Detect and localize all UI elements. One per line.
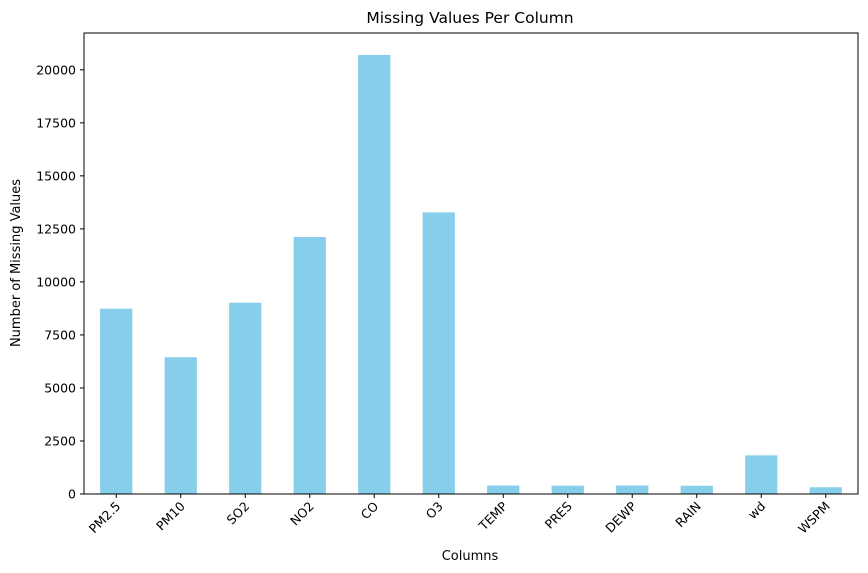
y-axis-ticks: 0 2500 5000 7500 10000 12500 15000 17500 20000: [36, 62, 84, 502]
x-tick-label: TEMP: [475, 498, 511, 534]
bar-rain: [680, 485, 713, 494]
x-tick-label: PM10: [153, 498, 188, 533]
x-tick-label: DEWP: [602, 498, 639, 535]
y-tick-label: 15000: [36, 168, 76, 183]
y-tick-label: 2500: [44, 433, 76, 448]
x-tick-label: WSPM: [795, 499, 833, 537]
y-tick-label: 20000: [36, 62, 76, 77]
y-tick-label: 5000: [44, 380, 76, 395]
y-tick-label: 12500: [36, 221, 76, 236]
y-axis-label: Number of Missing Values: [9, 179, 24, 347]
bar-pm2-5: [100, 308, 133, 494]
y-tick-label: 17500: [36, 115, 76, 130]
bar-dewp: [616, 485, 649, 494]
bar-pm10: [164, 357, 197, 494]
bar-o3: [422, 212, 455, 494]
y-tick-label: 0: [68, 487, 76, 502]
plot-frame: [83, 32, 859, 495]
bar-wd: [745, 455, 778, 494]
y-tick-label: 10000: [36, 274, 76, 289]
x-tick-label: PRES: [542, 498, 575, 531]
bar-no2: [293, 237, 326, 494]
x-tick-label: RAIN: [672, 499, 704, 531]
chart-title: Missing Values Per Column: [366, 9, 573, 27]
bar-so2: [229, 302, 262, 494]
x-tick-label: CO: [358, 498, 382, 522]
x-axis-ticks: PM2.5 PM10 SO2 NO2 CO O3 TEMP PRES DEWP RAIN wd WSP…: [86, 494, 833, 536]
bar-pres: [551, 485, 584, 494]
x-tick-label: SO2: [224, 499, 253, 528]
x-tick-label: PM2.5: [86, 499, 124, 537]
x-tick-label: wd: [745, 499, 768, 522]
x-tick-label: NO2: [287, 499, 317, 529]
bar-temp: [487, 485, 520, 494]
x-tick-label: O3: [423, 499, 446, 522]
y-tick-label: 7500: [44, 327, 76, 342]
bars-group: [100, 54, 842, 495]
x-axis-label: Columns: [442, 549, 499, 564]
bar-wspm: [809, 487, 842, 494]
bar-co: [358, 54, 391, 495]
